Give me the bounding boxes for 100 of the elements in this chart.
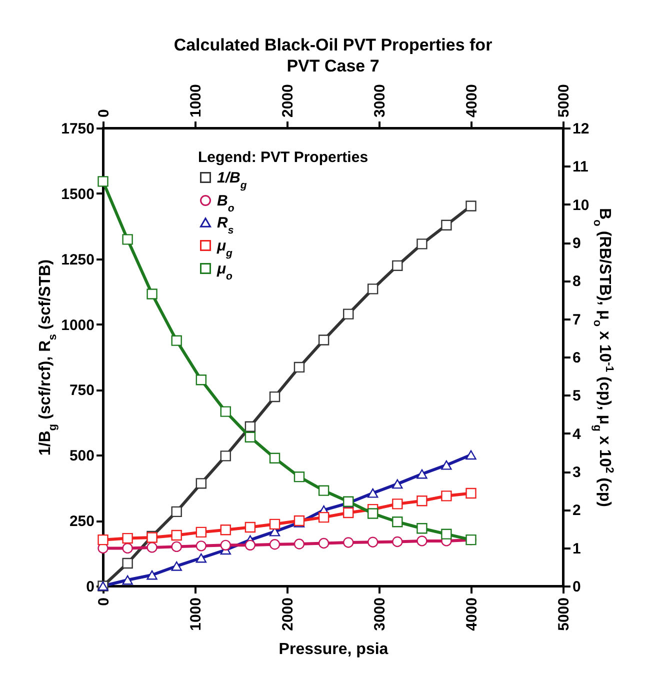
point: [466, 200, 476, 212]
y-tick-label: 1250: [61, 251, 94, 268]
point: [318, 538, 330, 549]
x2-tick-label: 1000: [188, 84, 204, 118]
point: [196, 553, 207, 563]
point: [146, 288, 158, 300]
point: [392, 536, 403, 548]
point: [416, 496, 428, 506]
point: [220, 406, 231, 417]
point: [220, 540, 231, 550]
y2-tick-label: 5: [572, 388, 581, 405]
point: [441, 220, 452, 230]
y-tick-label: 0: [86, 578, 94, 596]
y-tick-label: 1000: [61, 316, 94, 334]
y2-tick-label: 12: [572, 120, 590, 138]
point: [196, 526, 207, 538]
y2-tick-label: 4: [572, 426, 582, 443]
point: [294, 362, 305, 373]
chart-title: Calculated Black-Oil PVT Properties for PVT Case 7: [174, 36, 493, 76]
point: [196, 374, 207, 386]
point: [244, 432, 256, 442]
y2-tick-label: 9: [572, 235, 581, 252]
legend-label: μ$_{g}$: [216, 238, 234, 260]
point: [196, 478, 207, 489]
x-tick-label: 0: [96, 598, 112, 606]
point: [318, 334, 330, 346]
x2-tick-label: 4000: [464, 84, 480, 118]
y-tick-label: 1750: [61, 120, 94, 138]
point: [171, 506, 182, 518]
point: [392, 516, 403, 528]
point: [466, 450, 476, 460]
point: [244, 522, 256, 533]
point: [318, 485, 330, 496]
y2-tick-label: 11: [572, 158, 588, 176]
y-tick-label: 750: [69, 382, 94, 400]
point: [318, 512, 330, 523]
point: [367, 284, 378, 294]
x-axis-title: Pressure, psia: [278, 640, 388, 658]
point: [171, 530, 182, 541]
x2-tick-label: 5000: [556, 84, 572, 118]
point: [196, 540, 207, 552]
y2-tick-label: 10: [572, 196, 590, 214]
y2-tick-label: 2: [572, 502, 581, 520]
y-tick-label: 1500: [61, 186, 94, 203]
y2-tick-label: 7: [572, 311, 581, 328]
point: [416, 469, 428, 479]
y2-tick-label: 1: [572, 540, 581, 558]
legend-title: Legend: PVT Properties: [198, 149, 368, 166]
x2-tick-label: 2000: [280, 84, 296, 118]
x2-tick-label: 0: [96, 109, 112, 118]
point: [171, 335, 182, 346]
point: [343, 308, 354, 320]
point: [441, 528, 452, 540]
point: [392, 479, 403, 489]
point: [98, 534, 108, 546]
point: [220, 450, 231, 462]
point: [294, 472, 305, 482]
point: [367, 536, 378, 548]
point: [392, 260, 403, 272]
x-tick-label: 1000: [188, 598, 204, 631]
legend-label: R$_{s}$: [217, 214, 234, 236]
point: [343, 537, 354, 548]
legend-label: B$_{o}$: [217, 192, 235, 214]
point: [122, 532, 133, 544]
point: [244, 540, 256, 550]
x-tick-label: 4000: [464, 598, 480, 631]
point: [122, 542, 133, 554]
point: [367, 508, 378, 519]
x-tick-label: 2000: [280, 598, 296, 631]
point: [269, 452, 280, 464]
point: [367, 488, 378, 498]
legend-label: 1/B$_{g}$: [217, 170, 248, 192]
point: [466, 488, 476, 499]
x-tick-label: 5000: [556, 598, 572, 631]
point: [294, 538, 305, 550]
y2-tick-label: 6: [572, 350, 581, 366]
point: [171, 541, 182, 552]
y2-tick-label: 3: [572, 464, 581, 481]
y2-tick-label: 0: [572, 578, 581, 596]
x2-tick-label: 3000: [372, 84, 388, 118]
y2-tick-label: 8: [572, 273, 581, 290]
point: [220, 524, 231, 536]
point: [441, 460, 452, 470]
point: [392, 498, 403, 510]
point: [416, 238, 428, 250]
point: [171, 561, 182, 571]
point: [146, 570, 158, 580]
point: [122, 558, 133, 569]
point: [122, 234, 133, 245]
x-tick-label: 3000: [372, 598, 388, 631]
y-tick-label: 500: [69, 448, 94, 465]
y-tick-label: 250: [69, 513, 94, 530]
point: [98, 176, 108, 187]
point: [269, 539, 280, 550]
point: [122, 575, 133, 585]
point: [416, 536, 428, 546]
point: [269, 518, 280, 530]
point: [244, 421, 256, 432]
point: [441, 490, 452, 502]
point: [146, 542, 158, 553]
